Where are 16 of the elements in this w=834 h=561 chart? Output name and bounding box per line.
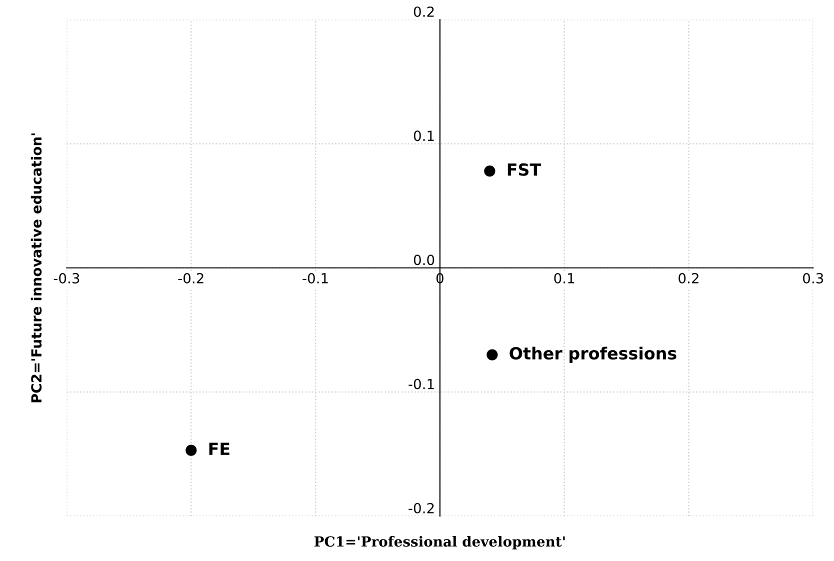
y-tick-label: -0.2 [408, 502, 434, 514]
y-tick-label: 0.1 [414, 130, 434, 142]
y-tick-label: -0.1 [408, 378, 434, 390]
y-axis-title: PC2='Future innovative education' [30, 134, 42, 402]
x-tick-label: -0.2 [178, 272, 204, 284]
x-tick-label: 0.3 [803, 272, 824, 284]
y-tick-label: 0.2 [414, 6, 434, 17]
annotation: Other professions [510, 346, 676, 363]
annotation: FE [209, 442, 230, 455]
y-tick-label: 0.0 [414, 254, 434, 266]
x-tick-label: -0.3 [54, 272, 80, 284]
x-axis-title: PC1='Professional development' [314, 536, 565, 550]
annotation: FST [508, 163, 542, 176]
x-tick-label: 0.1 [554, 272, 574, 284]
x-tick-label: 0.2 [678, 272, 698, 284]
x-tick-label: -0.1 [302, 272, 328, 284]
